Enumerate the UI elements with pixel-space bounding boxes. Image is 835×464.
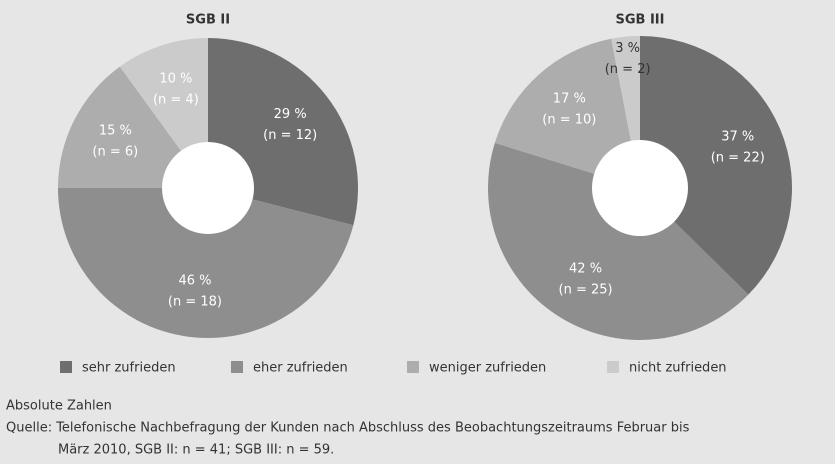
value-label: 10 %: [159, 72, 192, 87]
legend-label: sehr zufrieden: [82, 361, 176, 376]
slice: [640, 36, 793, 295]
note: März 2010, SGB II: n = 41; SGB III: n = …: [58, 443, 334, 458]
count-label: (n = 12): [263, 128, 317, 143]
legend-swatch: [231, 361, 243, 373]
chart-title: SGB II: [186, 13, 230, 28]
slice: [494, 38, 640, 188]
count-label: (n = 18): [168, 295, 222, 310]
count-label: (n = 10): [542, 113, 596, 128]
legend-label: eher zufrieden: [253, 361, 348, 376]
slice: [58, 188, 354, 339]
legend-swatch: [607, 361, 619, 373]
slice: [58, 66, 208, 188]
count-label: (n = 6): [92, 144, 138, 159]
count-label: (n = 25): [559, 282, 613, 297]
count-label: (n = 2): [605, 62, 651, 77]
value-label: 37 %: [721, 130, 754, 145]
legend-swatch: [407, 361, 419, 373]
donut-hole: [592, 140, 688, 236]
note: Absolute Zahlen: [6, 399, 112, 414]
slice: [487, 142, 749, 341]
value-label: 3 %: [615, 41, 640, 56]
legend-swatch: [60, 361, 72, 373]
count-label: (n = 4): [153, 93, 199, 108]
note: Quelle: Telefonische Nachbefragung der K…: [6, 421, 690, 436]
value-label: 46 %: [178, 274, 211, 289]
value-label: 15 %: [99, 123, 132, 138]
value-label: 29 %: [274, 107, 307, 122]
count-label: (n = 22): [711, 151, 765, 166]
legend-label: nicht zufrieden: [629, 361, 727, 376]
legend-label: weniger zufrieden: [429, 361, 546, 376]
value-label: 17 %: [553, 92, 586, 107]
donut-hole: [162, 142, 254, 234]
chart-title: SGB III: [616, 13, 665, 28]
value-label: 42 %: [569, 261, 602, 276]
